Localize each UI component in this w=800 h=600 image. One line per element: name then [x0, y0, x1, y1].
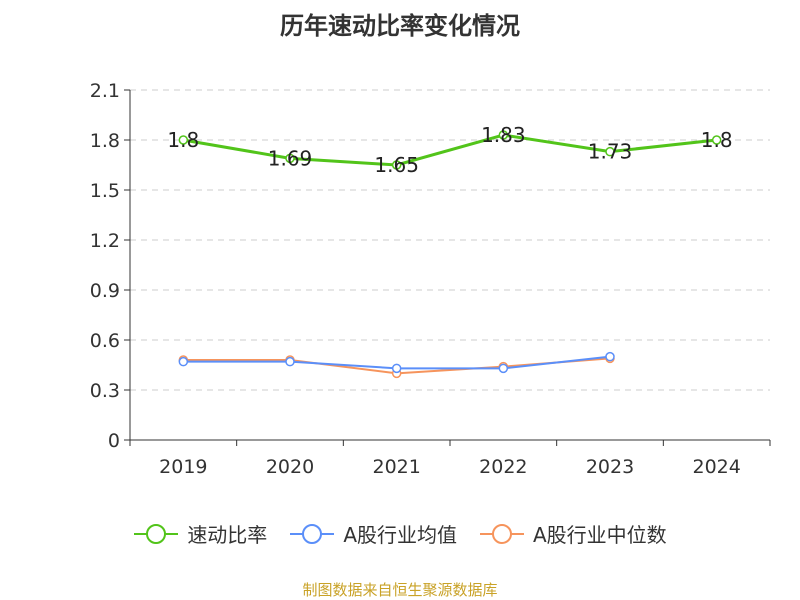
data-point-0: [178, 135, 189, 145]
x-tick-label: 2019: [159, 456, 207, 478]
data-point-1: [391, 363, 402, 374]
legend-swatch-marker: [146, 523, 167, 544]
data-point-0: [285, 153, 295, 164]
legend-swatch-0: [134, 523, 179, 544]
data-point-1: [178, 356, 189, 367]
legend-label: A股行业中位数: [533, 523, 667, 547]
data-point-0: [498, 130, 509, 140]
y-tick-label: 1.5: [90, 180, 120, 202]
y-tick-label: 0.3: [90, 380, 120, 402]
y-tick-label: 0.6: [90, 330, 120, 352]
legend-swatch-marker: [302, 523, 323, 544]
series-line-0: [183, 133, 717, 167]
x-tick-label: 2021: [372, 456, 420, 478]
x-tick-label: 2020: [266, 456, 314, 478]
data-label: 1.69: [268, 146, 313, 170]
data-point-0: [605, 146, 615, 157]
legend-label: 速动比率: [187, 523, 268, 547]
x-tick-label: 2023: [586, 456, 634, 478]
data-point-1: [605, 351, 615, 362]
y-tick-label: 1.2: [90, 230, 120, 252]
chart-title: 历年速动比率变化情况: [280, 12, 520, 40]
data-point-1: [285, 356, 295, 367]
legend-item-速动比率[interactable]: 速动比率: [133, 519, 267, 548]
data-point-0: [391, 160, 402, 170]
x-tick-label: 2022: [479, 456, 527, 478]
x-tick-label: 2024: [692, 456, 740, 478]
data-label: 1.65: [374, 153, 419, 177]
y-tick-label: 0: [108, 430, 120, 452]
y-tick-label: 2.1: [90, 80, 120, 102]
data-point-0: [711, 135, 722, 145]
data-point-1: [498, 363, 509, 374]
y-tick-label: 1.8: [90, 130, 120, 152]
data-label: 1.8: [701, 128, 733, 152]
data-label: 1.83: [481, 123, 526, 147]
legend-item-industry-median[interactable]: A股行业中位数: [479, 519, 667, 548]
legend-item-industry-average[interactable]: A股行业均值: [289, 519, 457, 548]
y-tick-label: 0.9: [90, 280, 120, 302]
data-label: 1.73: [588, 140, 633, 164]
legend: 速动比率 A股行业均值 A股行业中位数: [0, 519, 800, 548]
source-note: 制图数据来自恒生聚源数据库: [302, 581, 498, 599]
data-label: 1.8: [167, 128, 199, 152]
legend-swatch-2: [480, 523, 524, 544]
legend-swatch-1: [290, 523, 335, 544]
legend-label: A股行业均值: [343, 523, 457, 547]
legend-swatch-marker: [492, 523, 512, 544]
